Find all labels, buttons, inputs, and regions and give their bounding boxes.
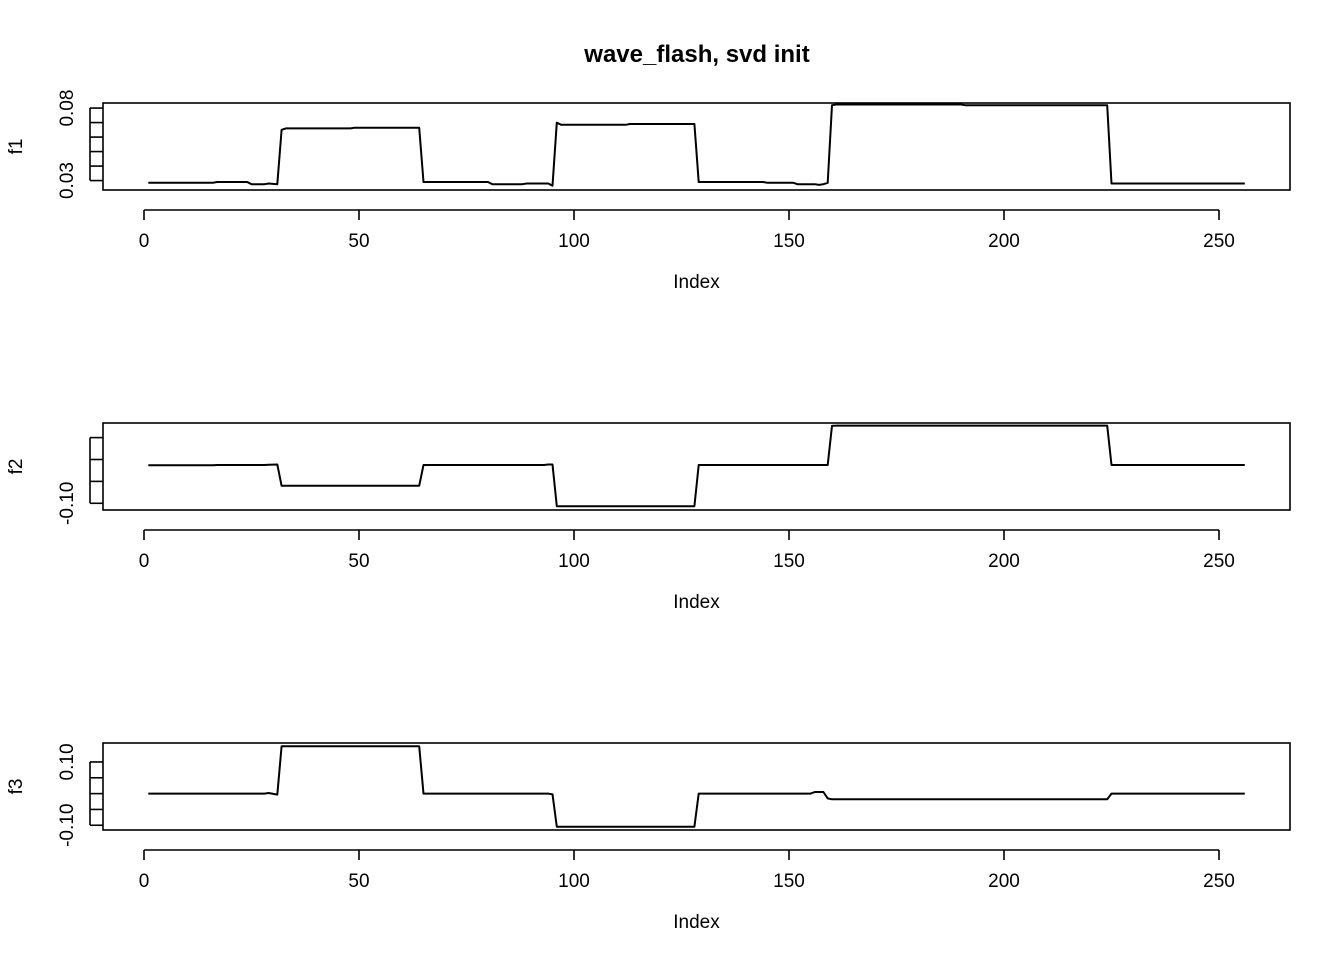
x-tick-label: 100 bbox=[558, 231, 590, 252]
x-axis-label: Index bbox=[673, 912, 720, 933]
x-axis-label: Index bbox=[673, 272, 720, 293]
x-tick-label: 150 bbox=[773, 231, 805, 252]
panels: 0 50 100 150 200 250 Index 0.03 0.08 f1 0 50 100 150 2… bbox=[6, 90, 1291, 933]
x-tick-label: 150 bbox=[773, 871, 805, 892]
x-tick-label: 50 bbox=[348, 871, 369, 892]
x-tick-label: 250 bbox=[1203, 231, 1235, 252]
x-tick-label: 200 bbox=[988, 551, 1020, 572]
plot-frame bbox=[102, 102, 1291, 191]
x-tick-label: 50 bbox=[348, 551, 369, 572]
y-tick-label: -0.10 bbox=[57, 482, 78, 525]
x-tick-label: 0 bbox=[139, 871, 150, 892]
x-tick-label: 100 bbox=[558, 871, 590, 892]
panel-3: 0 50 100 150 200 250 Index -0.10 0.10 f3 bbox=[6, 742, 1291, 933]
y-axis-label: f1 bbox=[6, 139, 27, 155]
series-line-f3 bbox=[148, 745, 1245, 828]
y-tick-label: -0.10 bbox=[57, 804, 78, 847]
y-tick-label: 0.03 bbox=[57, 162, 78, 199]
y-axis-label: f3 bbox=[6, 779, 27, 795]
plot-frame bbox=[102, 422, 1291, 511]
series-line-f1 bbox=[148, 103, 1245, 187]
x-tick-label: 250 bbox=[1203, 871, 1235, 892]
x-tick-label: 200 bbox=[988, 231, 1020, 252]
x-tick-label: 0 bbox=[139, 231, 150, 252]
x-axis-label: Index bbox=[673, 592, 720, 613]
x-tick-label: 50 bbox=[348, 231, 369, 252]
plot-frame bbox=[102, 742, 1291, 831]
panel-1: 0 50 100 150 200 250 Index 0.03 0.08 f1 bbox=[6, 90, 1291, 293]
y-axis-label: f2 bbox=[6, 459, 27, 475]
chart-title: wave_flash, svd init bbox=[583, 41, 809, 68]
x-tick-label: 250 bbox=[1203, 551, 1235, 572]
series-line-f2 bbox=[148, 424, 1245, 508]
x-tick-label: 100 bbox=[558, 551, 590, 572]
x-tick-label: 150 bbox=[773, 551, 805, 572]
y-tick-label: 0.10 bbox=[57, 743, 78, 780]
x-tick-label: 200 bbox=[988, 871, 1020, 892]
panel-2: 0 50 100 150 200 250 Index -0.10 f2 bbox=[6, 422, 1291, 613]
y-tick-label: 0.08 bbox=[57, 90, 78, 127]
x-tick-label: 0 bbox=[139, 551, 150, 572]
